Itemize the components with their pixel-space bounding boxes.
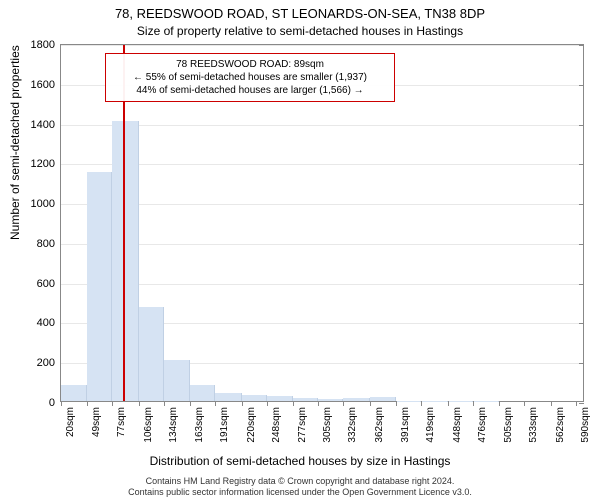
x-tick-mark <box>190 401 191 406</box>
y-tick-label: 800 <box>37 238 55 250</box>
y-tick-label: 400 <box>37 317 55 329</box>
y-tick-mark <box>579 244 584 245</box>
x-tick-mark <box>293 401 294 406</box>
footer-line-2: Contains public sector information licen… <box>0 487 600 498</box>
footer-line-1: Contains HM Land Registry data © Crown c… <box>0 476 600 487</box>
x-tick-label: 562sqm <box>555 407 566 443</box>
y-tick-mark <box>579 45 584 46</box>
x-tick-mark <box>448 401 449 406</box>
histogram-bar <box>370 397 396 401</box>
x-tick-label: 106sqm <box>143 407 154 443</box>
y-tick-label: 200 <box>37 357 55 369</box>
x-tick-label: 305sqm <box>322 407 333 443</box>
gridline <box>61 125 583 126</box>
y-tick-mark <box>579 403 584 404</box>
x-tick-label: 419sqm <box>425 407 436 443</box>
histogram-bar <box>293 398 318 401</box>
histogram-bar <box>318 399 342 401</box>
annotation-line: 44% of semi-detached houses are larger (… <box>114 84 386 97</box>
x-tick-mark <box>524 401 525 406</box>
x-tick-label: 332sqm <box>347 407 358 443</box>
x-tick-label: 391sqm <box>400 407 411 443</box>
chart-container: 78, REEDSWOOD ROAD, ST LEONARDS-ON-SEA, … <box>0 0 600 500</box>
x-tick-mark <box>61 401 62 406</box>
x-tick-label: 191sqm <box>219 407 230 443</box>
footer-attribution: Contains HM Land Registry data © Crown c… <box>0 476 600 498</box>
x-tick-mark <box>318 401 319 406</box>
x-axis-label: Distribution of semi-detached houses by … <box>0 454 600 468</box>
histogram-bar <box>112 121 138 401</box>
y-tick-label: 1000 <box>31 198 55 210</box>
x-tick-mark <box>343 401 344 406</box>
histogram-bar <box>61 385 87 401</box>
annotation-line: ← 55% of semi-detached houses are smalle… <box>114 71 386 84</box>
x-tick-label: 77sqm <box>116 407 127 437</box>
histogram-bar <box>139 307 164 401</box>
y-tick-mark <box>579 204 584 205</box>
y-tick-mark <box>579 284 584 285</box>
gridline <box>61 284 583 285</box>
x-tick-label: 134sqm <box>168 407 179 443</box>
histogram-bar <box>343 398 370 401</box>
histogram-bar <box>242 395 267 401</box>
x-tick-mark <box>164 401 165 406</box>
x-tick-mark <box>396 401 397 406</box>
x-tick-mark <box>551 401 552 406</box>
y-tick-label: 1200 <box>31 158 55 170</box>
y-tick-mark <box>579 363 584 364</box>
y-tick-label: 1600 <box>31 79 55 91</box>
x-tick-label: 248sqm <box>271 407 282 443</box>
x-tick-mark <box>139 401 140 406</box>
x-tick-label: 163sqm <box>194 407 205 443</box>
annotation-box: 78 REEDSWOOD ROAD: 89sqm← 55% of semi-de… <box>105 53 395 102</box>
x-tick-label: 505sqm <box>503 407 514 443</box>
y-tick-label: 0 <box>49 397 55 409</box>
plot-area: 02004006008001000120014001600180020sqm49… <box>60 44 584 402</box>
y-tick-label: 1800 <box>31 39 55 51</box>
x-tick-label: 476sqm <box>477 407 488 443</box>
x-tick-mark <box>215 401 216 406</box>
x-tick-label: 49sqm <box>91 407 102 437</box>
x-tick-mark <box>267 401 268 406</box>
gridline <box>61 244 583 245</box>
x-tick-mark <box>242 401 243 406</box>
x-tick-label: 362sqm <box>374 407 385 443</box>
x-tick-label: 277sqm <box>297 407 308 443</box>
annotation-line: 78 REEDSWOOD ROAD: 89sqm <box>114 58 386 71</box>
x-tick-mark <box>499 401 500 406</box>
x-tick-mark <box>112 401 113 406</box>
y-axis-label: Number of semi-detached properties <box>8 45 22 240</box>
histogram-bar <box>267 396 293 401</box>
histogram-bar <box>215 393 241 401</box>
gridline <box>61 204 583 205</box>
y-tick-mark <box>579 125 584 126</box>
histogram-bar <box>164 360 190 401</box>
gridline <box>61 164 583 165</box>
histogram-bar <box>87 172 112 401</box>
gridline <box>61 45 583 46</box>
x-tick-mark <box>473 401 474 406</box>
histogram-bar <box>190 385 215 401</box>
x-tick-label: 220sqm <box>246 407 257 443</box>
y-tick-label: 1400 <box>31 119 55 131</box>
x-tick-label: 590sqm <box>580 407 591 443</box>
x-tick-label: 533sqm <box>528 407 539 443</box>
y-tick-mark <box>579 85 584 86</box>
x-tick-mark <box>370 401 371 406</box>
x-tick-mark <box>576 401 577 406</box>
x-tick-mark <box>87 401 88 406</box>
chart-title-main: 78, REEDSWOOD ROAD, ST LEONARDS-ON-SEA, … <box>0 6 600 21</box>
y-tick-mark <box>579 323 584 324</box>
x-tick-mark <box>421 401 422 406</box>
y-tick-mark <box>579 164 584 165</box>
x-tick-label: 20sqm <box>65 407 76 437</box>
x-tick-label: 448sqm <box>452 407 463 443</box>
y-tick-label: 600 <box>37 278 55 290</box>
chart-title-sub: Size of property relative to semi-detach… <box>0 24 600 38</box>
